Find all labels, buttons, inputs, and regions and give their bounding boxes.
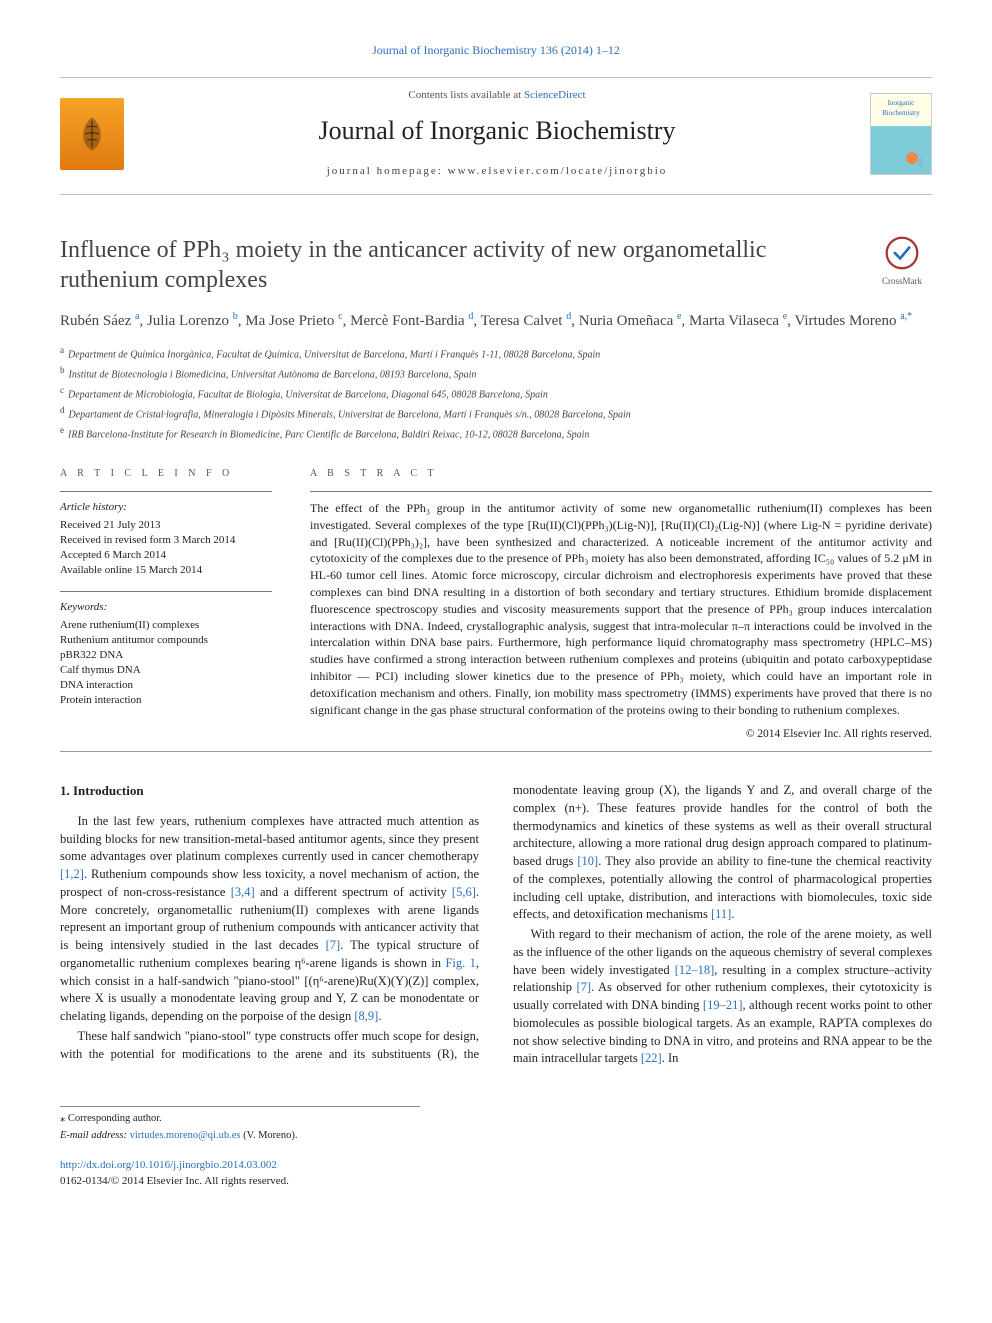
crossmark-badge[interactable]: CrossMark [872, 235, 932, 288]
figure-link[interactable]: Fig. 1 [445, 956, 475, 970]
abstract-head: A B S T R A C T [310, 467, 932, 482]
elsevier-logo [60, 98, 124, 170]
citation-link[interactable]: [11] [711, 907, 731, 921]
section-heading-intro: 1. Introduction [60, 782, 479, 801]
doi-link[interactable]: http://dx.doi.org/10.1016/j.jinorgbio.20… [60, 1159, 277, 1171]
history-text: Received 21 July 2013Received in revised… [60, 518, 272, 577]
citation-link[interactable]: [5,6] [452, 885, 476, 899]
authors-line: Rubén Sáez a, Julia Lorenzo b, Ma Jose P… [60, 309, 932, 333]
issn-line: 0162-0134/© 2014 Elsevier Inc. All right… [60, 1175, 289, 1187]
affiliations: aDepartment de Química Inorgànica, Facul… [60, 344, 932, 442]
history-label: Article history: [60, 500, 272, 516]
citation-link[interactable]: [19–21] [703, 998, 743, 1012]
citation-link[interactable]: [7] [577, 980, 592, 994]
email-line: E-mail address: virtudes.moreno@qi.ub.es… [60, 1128, 420, 1143]
journal-homepage: journal homepage: www.elsevier.com/locat… [140, 164, 854, 180]
journal-name: Journal of Inorganic Biochemistry [140, 112, 854, 150]
sciencedirect-link[interactable]: ScienceDirect [524, 89, 586, 101]
homepage-url[interactable]: www.elsevier.com/locate/jinorgbio [448, 165, 668, 177]
citation-link[interactable]: [10] [577, 854, 598, 868]
corresponding-author: ⁎ Corresponding author. [60, 1111, 420, 1126]
citation-link[interactable]: [22] [641, 1051, 662, 1065]
citation-link[interactable]: [1,2] [60, 867, 84, 881]
citation-link[interactable]: [12–18] [675, 963, 715, 977]
doi-block: http://dx.doi.org/10.1016/j.jinorgbio.20… [60, 1158, 932, 1190]
email-link[interactable]: virtudes.moreno@qi.ub.es [130, 1130, 241, 1141]
top-citation-link[interactable]: Journal of Inorganic Biochemistry 136 (2… [60, 42, 932, 59]
article-title: Influence of PPh₃ moiety in the anticanc… [60, 235, 852, 295]
keywords-text: Arene ruthenium(II) complexesRuthenium a… [60, 618, 272, 707]
keywords-label: Keywords: [60, 600, 272, 616]
abstract-copyright: © 2014 Elsevier Inc. All rights reserved… [310, 726, 932, 743]
journal-header: Contents lists available at ScienceDirec… [60, 77, 932, 195]
body-para: In the last few years, ruthenium complex… [60, 813, 479, 1026]
abstract-text: The effect of the PPh₃ group in the anti… [310, 500, 932, 718]
citation-link[interactable]: [7] [326, 938, 341, 952]
citation-link[interactable]: [8,9] [354, 1009, 378, 1023]
article-info-head: A R T I C L E I N F O [60, 467, 272, 482]
body-para: With regard to their mechanism of action… [513, 926, 932, 1068]
body-columns: 1. Introduction In the last few years, r… [60, 782, 932, 1068]
citation-link[interactable]: [3,4] [231, 885, 255, 899]
footnote-block: ⁎ Corresponding author. E-mail address: … [60, 1106, 420, 1143]
contents-line: Contents lists available at ScienceDirec… [140, 88, 854, 104]
journal-cover-thumb: Inorganic Biochemistry [870, 93, 932, 175]
